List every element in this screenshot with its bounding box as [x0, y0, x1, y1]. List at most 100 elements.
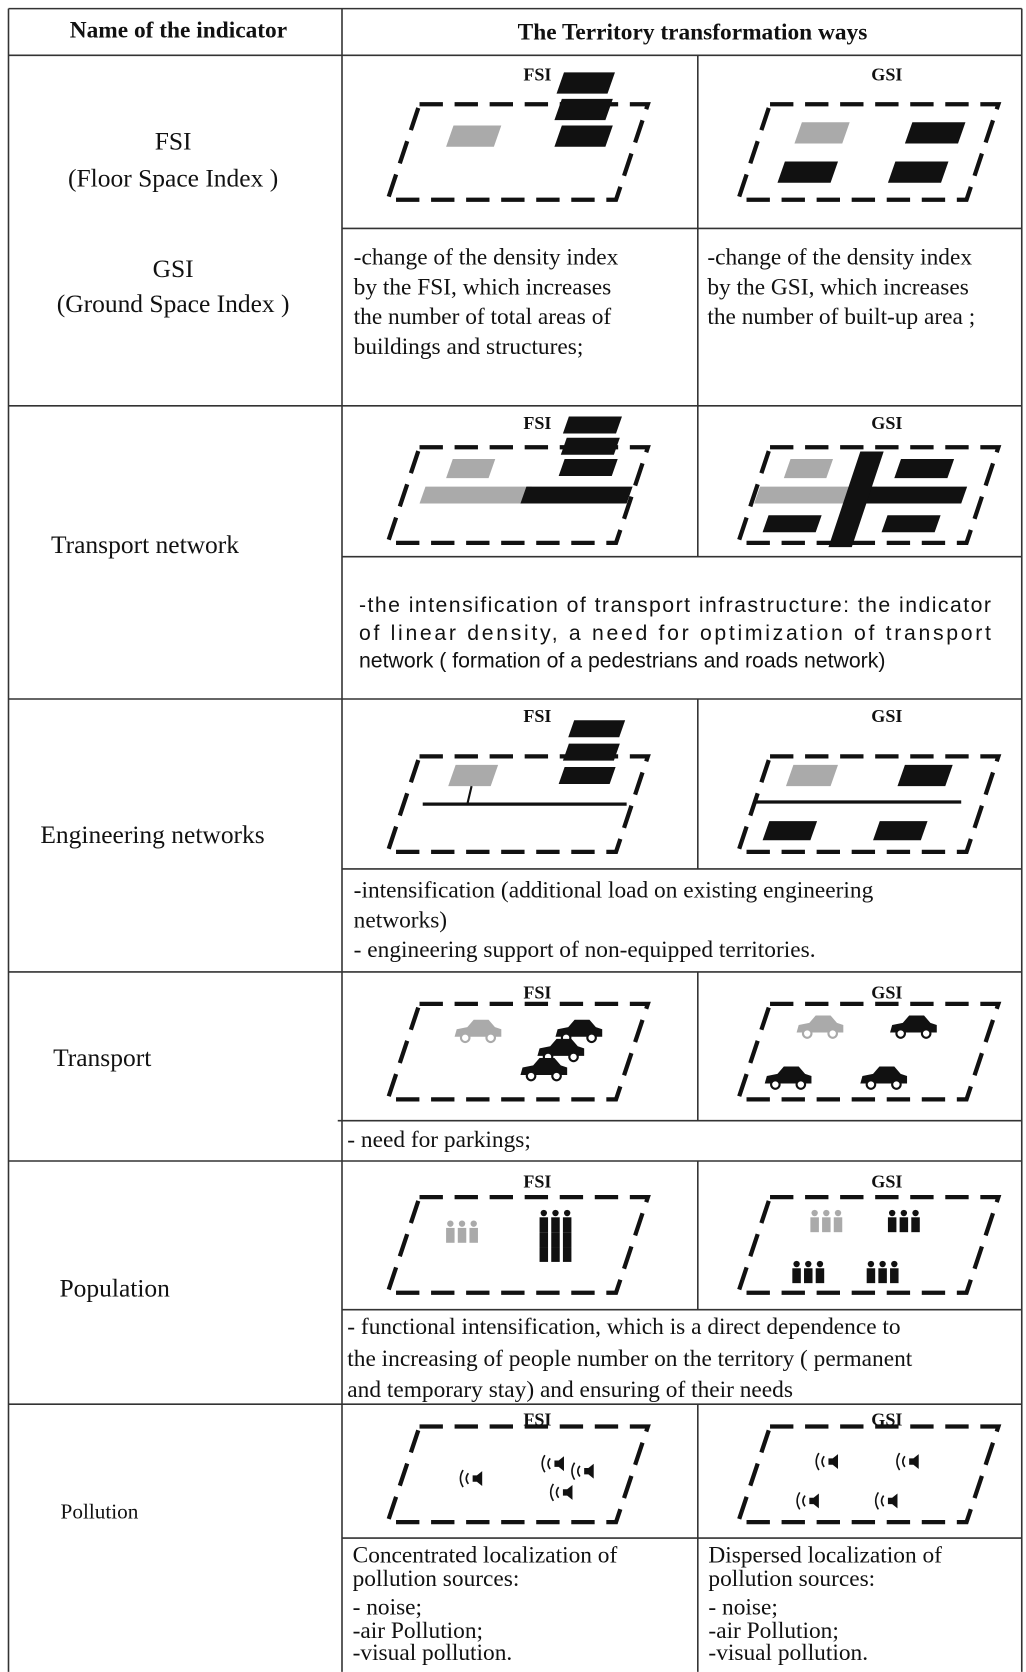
person-head: [563, 1224, 571, 1232]
people-icon: [446, 1220, 478, 1243]
building: [562, 743, 620, 761]
sound-wave: [571, 1462, 581, 1481]
description-line: - functional intensification, which is a…: [347, 1314, 900, 1340]
people-icon: [887, 1209, 920, 1233]
building: [568, 720, 626, 738]
car-icon: [520, 1057, 568, 1082]
sound-icon: [796, 1491, 819, 1510]
car-wheel: [827, 1028, 839, 1039]
car-wheel: [770, 1079, 781, 1090]
car-wheel: [485, 1032, 497, 1044]
speaker: [909, 1454, 919, 1470]
description-line: and temporary stay) and ensuring of thei…: [347, 1377, 793, 1403]
car-wheel: [795, 1079, 807, 1090]
car-wheel: [568, 1051, 579, 1063]
person-body: [446, 1227, 455, 1243]
table-borders: [7, 7, 1023, 1672]
person-head: [816, 1260, 824, 1268]
people-icon: [810, 1209, 843, 1233]
car-body: [764, 1066, 812, 1084]
speaker: [472, 1471, 483, 1487]
description-line: - noise;: [708, 1595, 777, 1621]
person-head: [563, 1209, 571, 1217]
sound-wave: [896, 1452, 906, 1471]
person-head: [867, 1260, 875, 1268]
car-body: [537, 1038, 585, 1056]
description-line: -intensification (additional load on exi…: [354, 878, 874, 904]
sound-wave: [815, 1452, 825, 1471]
speaker: [887, 1493, 898, 1509]
person-body: [911, 1217, 920, 1233]
diagram-label: GSI: [871, 706, 902, 726]
car-icon: [796, 1015, 844, 1039]
car-body: [520, 1057, 568, 1075]
building: [865, 486, 968, 504]
building: [554, 125, 613, 147]
sound-icon: [549, 1483, 573, 1502]
description-line: networks): [354, 907, 447, 933]
description-line: by the FSI, which increases: [354, 274, 612, 300]
building: [881, 515, 941, 533]
sound-wave: [541, 1454, 551, 1473]
building: [762, 821, 818, 841]
person-head: [793, 1260, 800, 1268]
sound-icon: [459, 1469, 483, 1488]
person-body: [878, 1268, 887, 1284]
car-body: [454, 1019, 502, 1037]
building: [558, 458, 618, 476]
person-head: [811, 1209, 818, 1217]
person-body: [815, 1268, 825, 1284]
site-frame: [384, 1194, 651, 1295]
people-icon: [539, 1209, 572, 1262]
car-wheel: [551, 1070, 562, 1082]
car-icon: [860, 1066, 908, 1090]
person-body: [792, 1268, 801, 1284]
sound-icon: [541, 1454, 564, 1473]
diagram-label: GSI: [871, 65, 902, 85]
site-frame: [384, 1001, 651, 1102]
site-frame: [735, 1001, 1002, 1102]
description-line: -visual pollution.: [708, 1640, 868, 1666]
description-line: -change of the density index: [707, 245, 972, 271]
description-line: -the intensification of transport infras…: [359, 593, 991, 617]
sound-wave: [796, 1491, 806, 1510]
car-body: [890, 1015, 937, 1033]
speaker: [828, 1454, 839, 1470]
site-frame: [735, 1424, 1002, 1525]
description-line: Concentrated localization of: [353, 1543, 618, 1569]
car-wheel: [920, 1028, 932, 1039]
car-wheel: [801, 1028, 813, 1039]
sound-icon: [874, 1491, 898, 1510]
car-wheel: [865, 1079, 877, 1090]
indicator-name: (Floor Space Index ): [68, 164, 278, 193]
building: [446, 458, 496, 479]
person-body: [890, 1268, 899, 1284]
person-head: [470, 1220, 477, 1227]
sound-wave: [549, 1483, 560, 1502]
person-body: [562, 1247, 572, 1262]
person-body: [539, 1247, 549, 1262]
person-head: [912, 1209, 919, 1217]
people-icon: [866, 1260, 899, 1284]
description-line: - need for parkings;: [347, 1127, 531, 1153]
description-line: -air Pollution;: [353, 1618, 483, 1644]
diagram-label: FSI: [523, 1409, 551, 1429]
building: [762, 515, 822, 533]
indicator-name: GSI: [153, 254, 194, 283]
building: [783, 458, 834, 479]
building: [894, 458, 955, 479]
car-icon: [555, 1019, 603, 1044]
sound-icon: [815, 1452, 839, 1471]
person-head: [540, 1224, 547, 1232]
diagram-label: GSI: [871, 982, 902, 1002]
indicator-name: Population: [59, 1273, 170, 1302]
building: [554, 98, 613, 121]
site-frame: [735, 445, 1002, 545]
building: [562, 416, 622, 434]
description-line: -change of the density index: [354, 245, 619, 271]
site-frame: [384, 1424, 651, 1525]
person-head: [447, 1220, 454, 1227]
car-wheel: [891, 1079, 902, 1090]
description-line: the number of total areas of: [354, 304, 612, 330]
